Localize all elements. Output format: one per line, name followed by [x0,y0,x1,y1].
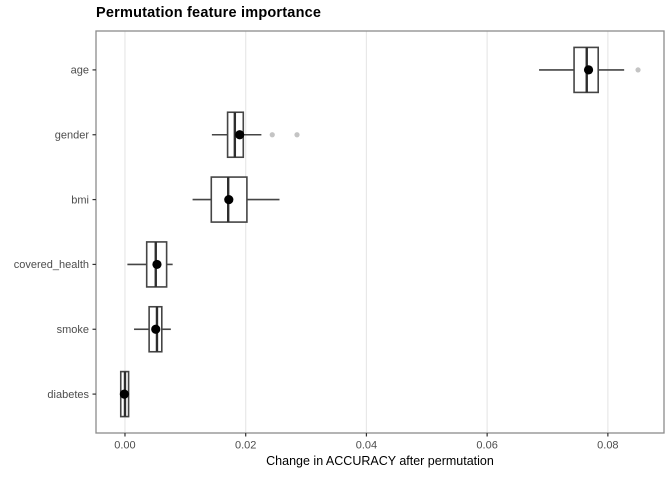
boxplot-smoke [134,305,171,353]
boxplot-diabetes [119,370,130,418]
outlier-dot [269,132,275,138]
mean-dot [224,194,234,205]
y-tick-label: covered_health [14,259,89,271]
chart-title: Permutation feature importance [96,5,322,21]
boxplot-covered_health [127,241,173,288]
panel-border [95,30,665,434]
y-tick-label: bmi [71,194,89,206]
mean-dot [119,389,129,399]
outlier-dot [294,132,300,138]
boxplot-age [539,46,641,94]
panel-background [96,31,664,433]
mean-dot [235,130,245,140]
mean-dot [583,65,594,75]
x-tick-label: 0.02 [235,440,256,452]
boxplot-bmi [192,176,280,223]
x-tick-label: 0.06 [476,440,497,452]
x-axis-title: Change in ACCURACY after permutation [266,454,494,468]
boxplot-gender [211,111,300,159]
y-tick-label: diabetes [47,389,89,401]
y-tick-label: smoke [57,324,89,336]
y-tick-label: gender [55,130,90,142]
mean-dot [151,324,161,334]
outlier-dot [635,67,641,73]
mean-dot [152,259,162,270]
x-tick-label: 0.04 [356,440,377,452]
x-tick-label: 0.08 [597,440,618,452]
x-tick-label: 0.00 [114,440,135,452]
y-tick-label: age [71,65,89,77]
